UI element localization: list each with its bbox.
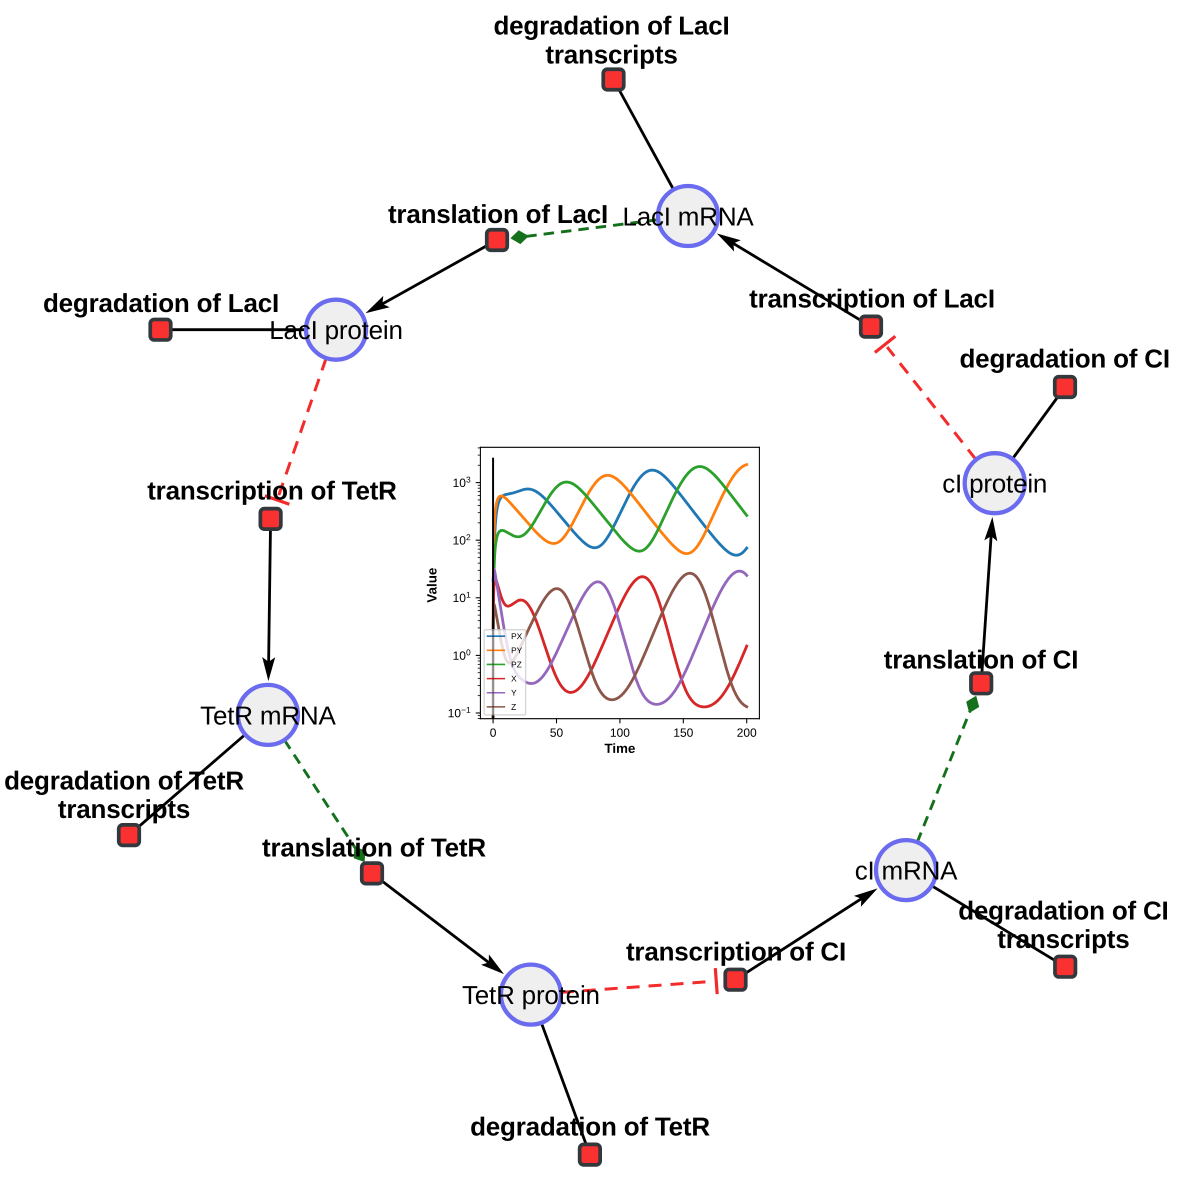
svg-text:transcription of LacI: transcription of LacI (749, 284, 995, 314)
svg-text:transcripts: transcripts (997, 924, 1129, 954)
svg-text:transcripts: transcripts (58, 794, 190, 824)
svg-text:degradation of CI: degradation of CI (960, 343, 1170, 373)
svg-text:degradation of LacI: degradation of LacI (43, 288, 279, 318)
svg-text:Value: Value (426, 567, 441, 603)
svg-text:translation of CI: translation of CI (884, 644, 1079, 674)
svg-text:degradation of LacI: degradation of LacI (493, 11, 729, 41)
svg-text:degradation of CI: degradation of CI (958, 895, 1168, 925)
svg-text:TetR protein: TetR protein (462, 980, 600, 1010)
svg-text:degradation of TetR: degradation of TetR (470, 1112, 710, 1142)
svg-text:LacI protein: LacI protein (269, 315, 402, 345)
svg-text:transcripts: transcripts (545, 39, 677, 69)
svg-text:translation of LacI: translation of LacI (388, 199, 608, 229)
svg-text:cI protein: cI protein (942, 469, 1047, 499)
svg-text:degradation of TetR: degradation of TetR (4, 765, 244, 795)
svg-text:transcription of CI: transcription of CI (626, 937, 846, 967)
svg-text:cI mRNA: cI mRNA (855, 856, 958, 886)
svg-text:translation of TetR: translation of TetR (262, 832, 486, 862)
svg-text:LacI mRNA: LacI mRNA (622, 201, 754, 231)
svg-text:transcription of TetR: transcription of TetR (147, 475, 397, 505)
svg-text:TetR mRNA: TetR mRNA (200, 700, 336, 730)
